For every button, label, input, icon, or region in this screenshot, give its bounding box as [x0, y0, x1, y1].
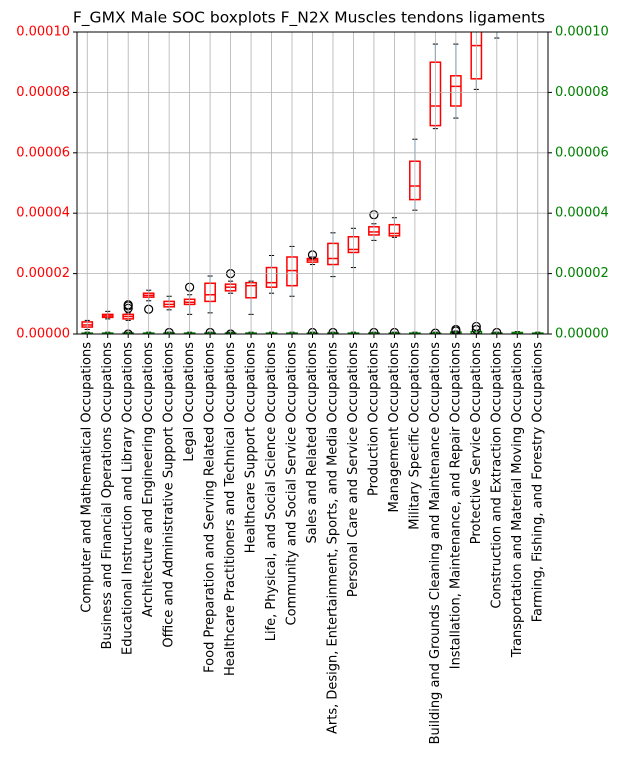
x-tick-label: Legal Occupations [182, 342, 197, 462]
chart-title: F_GMX Male SOC boxplots F_N2X Muscles te… [73, 9, 545, 28]
plot-frame [76, 31, 549, 335]
x-tick-label: Computer and Mathematical Occupations [80, 342, 95, 613]
y2-tick-label: 0.00008 [555, 85, 609, 100]
y2-tick-label: 0.00002 [555, 266, 609, 281]
x-tick-label: Arts, Design, Entertainment, Sports, and… [325, 342, 340, 734]
y-tick-label: 0.00006 [16, 145, 70, 160]
y-tick-label: 0.00004 [16, 206, 70, 221]
x-tick-label: Community and Social Service Occupations [285, 342, 300, 626]
x-tick-label: Farming, Fishing, and Forestry Occupatio… [530, 342, 545, 622]
y-tick-label: 0.00010 [16, 25, 70, 40]
x-tick-label: Architecture and Engineering Occupations [141, 342, 156, 617]
y2-tick-label: 0.00010 [555, 25, 609, 40]
x-tick-label: Office and Administrative Support Occupa… [162, 342, 177, 648]
x-tick-label: Life, Physical, and Social Science Occup… [264, 342, 279, 642]
x-tick-label: Transportation and Material Moving Occup… [510, 342, 525, 659]
x-tick-label: Construction and Extraction Occupations [489, 342, 504, 609]
y2-tick-label: 0.00006 [555, 145, 609, 160]
x-tick-label: Protective Service Occupations [469, 342, 484, 544]
x-tick-label: Educational Instruction and Library Occu… [121, 342, 136, 655]
x-tick-label: Installation, Maintenance, and Repair Oc… [448, 342, 463, 669]
x-tick-label: Healthcare Support Occupations [244, 342, 259, 553]
x-tick-label: Food Preparation and Serving Related Occ… [203, 342, 218, 673]
y2-tick-label: 0.00004 [555, 206, 609, 221]
x-tick-label: Personal Care and Service Occupations [346, 342, 361, 597]
x-tick-label: Management Occupations [387, 342, 402, 513]
y2-tick-label: 0.00000 [555, 327, 609, 342]
x-tick-label: Military Specific Occupations [407, 342, 422, 530]
x-tick-label: Sales and Related Occupations [305, 342, 320, 544]
x-tick-label: Building and Grounds Cleaning and Mainte… [428, 342, 443, 745]
x-tick-label: Business and Financial Operations Occupa… [100, 342, 115, 650]
y-tick-label: 0.00002 [16, 266, 70, 281]
x-tick-label: Production Occupations [366, 342, 381, 496]
y-tick-label: 0.00008 [16, 85, 70, 100]
y-tick-label: 0.00000 [16, 327, 70, 342]
x-tick-label: Healthcare Practitioners and Technical O… [223, 342, 238, 676]
